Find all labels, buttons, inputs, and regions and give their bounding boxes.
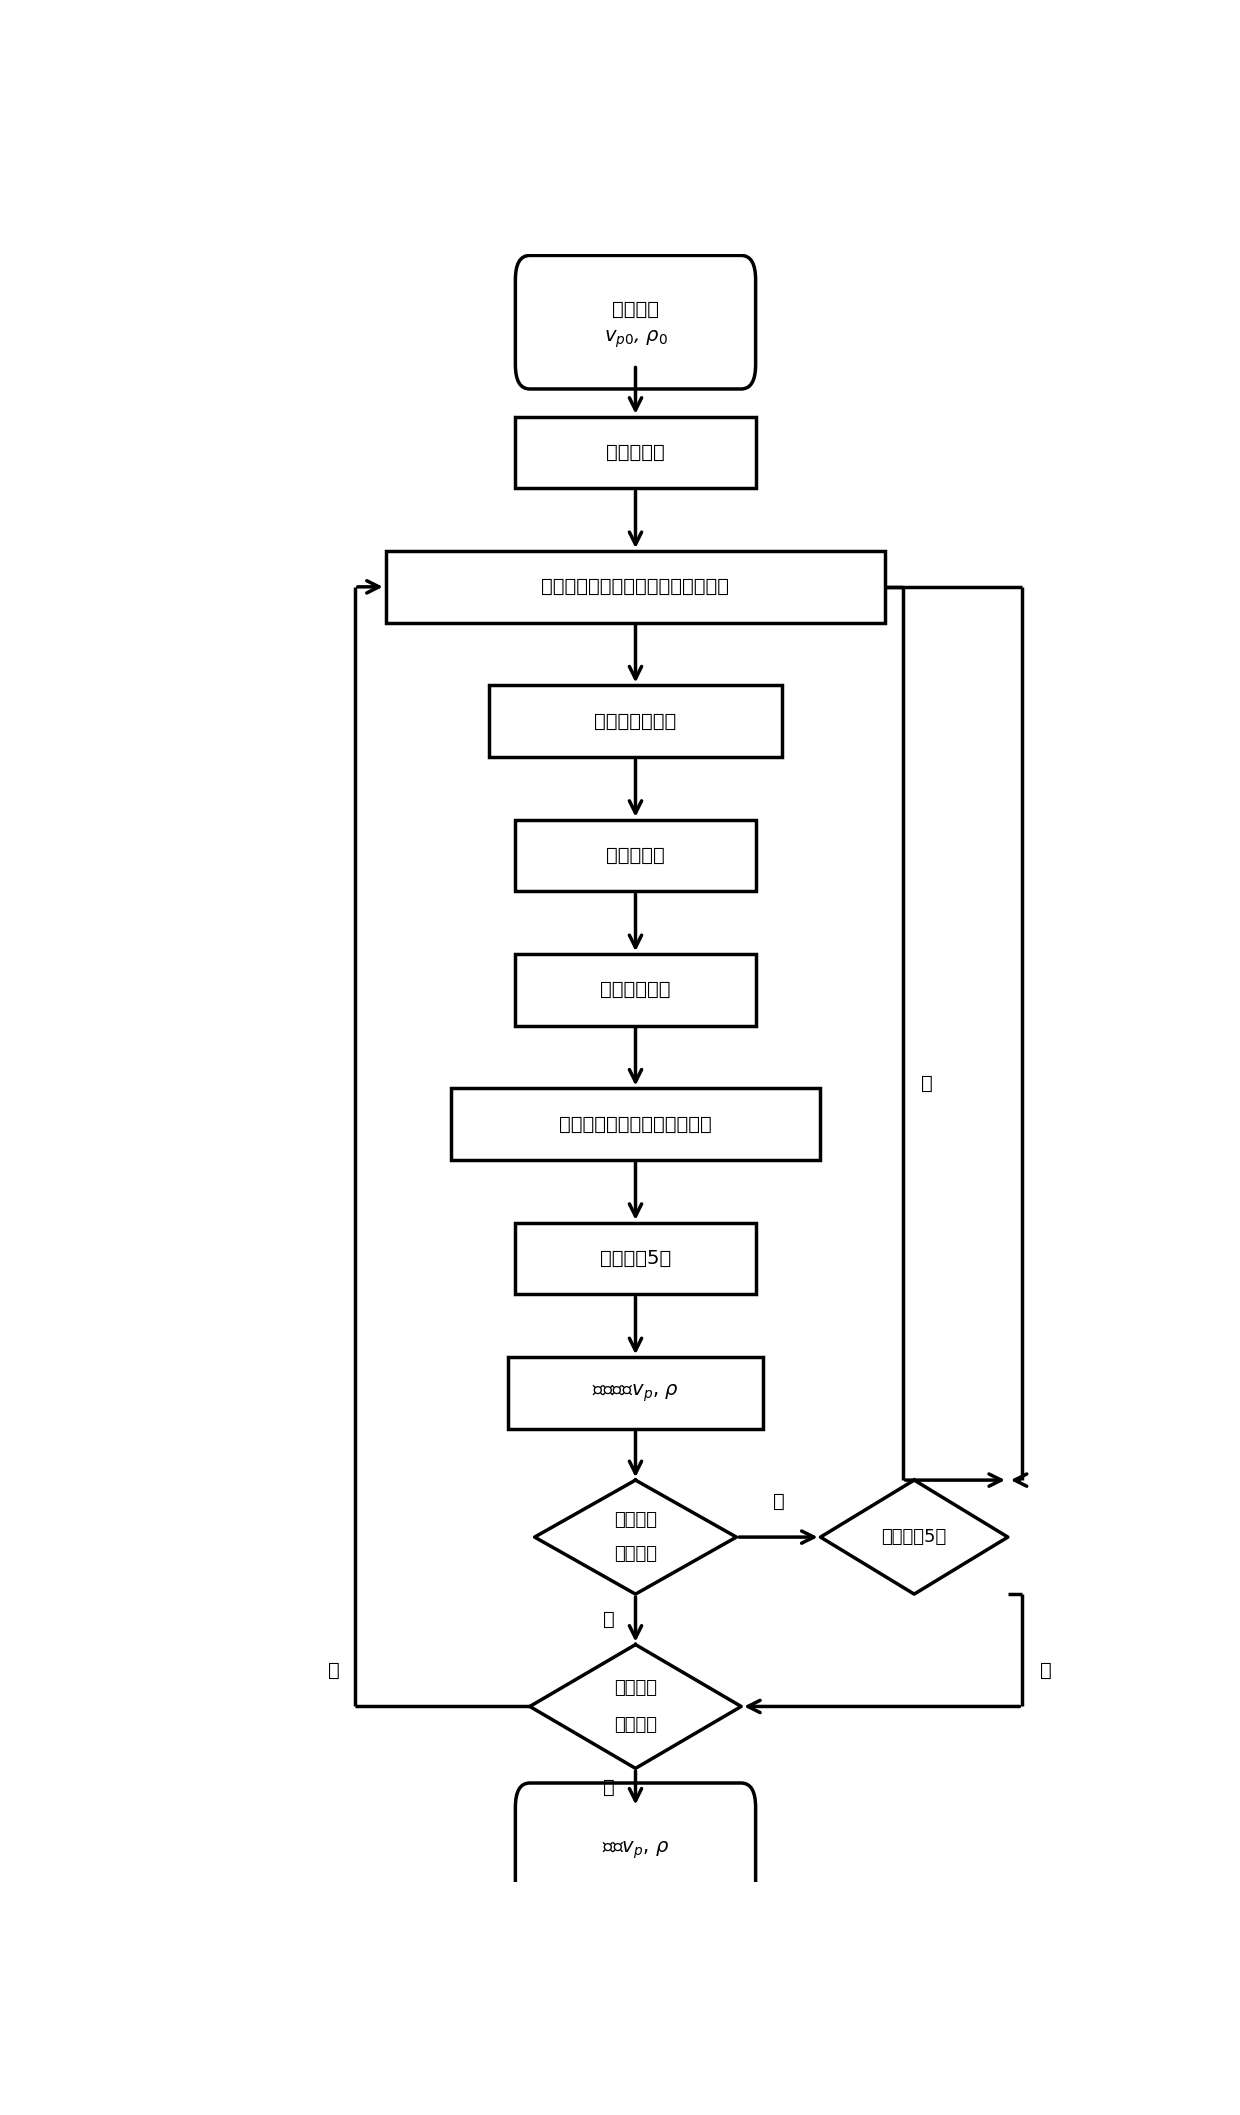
Text: 实际炮记录: 实际炮记录 [606,442,665,461]
FancyBboxPatch shape [508,1358,763,1430]
Text: 反演迭代5次: 反演迭代5次 [882,1529,947,1546]
FancyBboxPatch shape [386,552,885,622]
Text: 超级炮残差: 超级炮残差 [606,846,665,865]
Text: 否: 否 [773,1491,785,1510]
Text: 反演迭代5次: 反演迭代5次 [600,1250,671,1269]
Polygon shape [529,1645,742,1768]
Text: 输出$v_p$, $\rho$: 输出$v_p$, $\rho$ [601,1840,670,1861]
Text: 是: 是 [603,1779,615,1798]
FancyBboxPatch shape [516,821,755,890]
FancyBboxPatch shape [516,1222,755,1294]
Text: 计算梯度方向: 计算梯度方向 [600,981,671,1000]
FancyBboxPatch shape [489,685,782,757]
Text: 终止条件: 终止条件 [614,1715,657,1734]
Text: 给出试探步长并选取最优步长: 给出试探步长并选取最优步长 [559,1115,712,1134]
Text: 随机选取实际炮与时域编码序列卷积: 随机选取实际炮与时域编码序列卷积 [542,577,729,596]
Polygon shape [821,1480,1008,1595]
FancyBboxPatch shape [450,1089,821,1161]
Text: $v_{p0}$, $\rho_0$: $v_{p0}$, $\rho_0$ [604,328,667,349]
FancyBboxPatch shape [516,1783,755,1916]
Text: 是: 是 [1040,1660,1053,1679]
Text: 更新参数$v_p$, $\rho$: 更新参数$v_p$, $\rho$ [591,1383,680,1404]
Text: 合成超级炮剖面: 合成超级炮剖面 [594,711,677,730]
Text: 达到反演: 达到反演 [614,1679,657,1696]
Text: 否: 否 [921,1074,932,1093]
Text: 初始模型: 初始模型 [613,300,658,319]
Text: 是: 是 [603,1610,615,1629]
FancyBboxPatch shape [516,417,755,489]
Text: 否: 否 [327,1660,340,1679]
Text: 终止条件: 终止条件 [614,1546,657,1563]
Text: 达到迭代: 达到迭代 [614,1510,657,1529]
Polygon shape [534,1480,737,1595]
FancyBboxPatch shape [516,954,755,1026]
FancyBboxPatch shape [516,256,755,389]
